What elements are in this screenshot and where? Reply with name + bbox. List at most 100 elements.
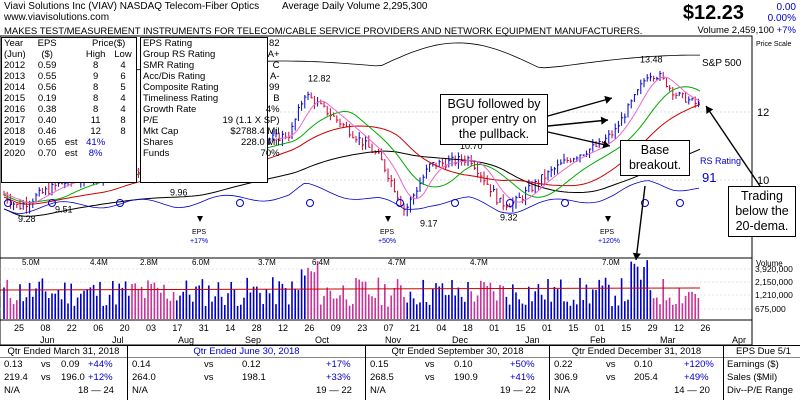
quarter-title: Qtr Ended March 31, 2018 [0,346,127,358]
volume-bar [492,291,495,319]
event-marker [451,199,459,207]
volume-annotation: 4.7M [388,258,406,267]
rs-line [3,180,700,215]
company-website[interactable]: www.viavisolutions.com [4,12,110,23]
volume-bar [470,291,472,319]
volume-bar [307,267,309,319]
volume-bar [240,304,242,319]
volume-bar [579,277,581,319]
volume-bar [422,279,424,319]
volume-bar [412,298,415,319]
volume-bar [300,269,303,319]
volume-bar [147,280,149,319]
quarter-sales-value: 205.4 [634,372,658,383]
arrow-bgu-1 [547,97,613,117]
volume-bar [598,279,600,319]
volume-bar [486,285,488,319]
volume-bar [428,304,431,319]
volume-bar [38,281,40,319]
date-label: 12 [278,323,288,333]
volume-bar [22,301,24,319]
date-label: 23 [357,323,367,333]
volume-bar [521,303,524,319]
volume-bar [262,303,264,319]
volume-bar [131,284,133,319]
volume-bar [92,284,95,319]
callout-base: Base breakout. [620,140,690,176]
volume-value: Volume 2,459,100 [697,25,775,36]
price-scale-label: Price Scale [756,41,792,48]
volume-bar [105,305,108,319]
volume-bar [684,296,687,319]
date-label: 21 [410,323,420,333]
quarter-sales-value: +33% [326,372,351,383]
volume-bar [569,305,572,319]
event-marker [48,199,56,207]
price-axis-label: 12 [757,107,769,119]
month-label: Dec [452,335,469,345]
volume-bar [208,285,210,319]
volume-bar [355,277,357,319]
eps-subheader-period: (Jun) [4,49,26,60]
volume-bar [630,261,632,319]
volume-bar [691,291,693,319]
volume-bar [272,277,274,319]
quarter-sales-value: 198.1 [242,372,266,383]
rating-row: Acc/Dis Rating A- [141,71,282,82]
rating-value: 19 (1.1 X SP) [222,115,280,126]
quarter-eps-row: 0.14 vs 0.12 +17% [128,358,365,371]
eps-cell: 8 [92,93,99,104]
eps-marker-arrow [605,216,611,222]
rating-row: Growth Rate 4% [141,104,282,115]
eps-marker-arrow [385,216,391,222]
event-marker [561,199,569,207]
eps-cell: 6 [120,71,126,82]
volume-bar [646,260,648,319]
volume-tick: 675,000 [755,304,786,314]
rating-value: 228.0 Mil [240,137,280,148]
eps-row: 2013 0.55 9 6 [2,71,136,82]
date-label: 12 [674,323,684,333]
volume-bar [588,303,591,319]
rating-row: Timeliness Rating B [141,93,282,104]
volume-bar [134,283,136,319]
volume-bar [572,299,575,319]
volume-bar [169,300,172,319]
volume-bar [80,293,82,319]
date-label: 01 [542,323,552,333]
volume-bar [368,294,370,319]
quarter-title: Qtr Ended September 30, 2018 [366,346,549,358]
volume-bar [192,301,194,319]
eps-cell [61,104,81,115]
eps-due-title: EPS Due 5/1 [724,346,800,358]
volume-bar [281,283,284,319]
volume-tick: 2,150,000 [755,277,793,287]
quarter-eps-value: +50% [510,359,535,370]
volume-panel [0,257,753,321]
volume-bar [544,299,546,319]
volume-bar [396,279,399,319]
rating-value: 70% [260,148,280,159]
rating-label: Timeliness Rating [143,93,219,104]
volume-bar [339,295,341,319]
quarter-eps-value: vs [41,359,51,370]
volume-bar [604,277,607,319]
eps-cell: 41% [86,137,106,148]
arrow-bgu-1-head [604,95,612,104]
volume-bar [156,287,159,319]
volume-bar [224,305,226,319]
quarter-eps-value: vs [606,359,616,370]
date-label: 17 [172,323,182,333]
eps-cell: 0.40 [37,115,57,126]
quarter-sales-value: +49% [684,372,709,383]
rating-label: Growth Rate [143,104,197,115]
volume-bar [195,286,197,319]
rating-label: P/E [143,115,159,126]
volume-bar [57,289,60,319]
volume-bar [665,300,668,319]
volume-bar [108,294,111,319]
volume-annotation: 6.0M [192,258,210,267]
quarter-cell: Qtr Ended June 30, 2018 0.14 vs 0.12 +17% 264… [128,346,366,400]
volume-bar [380,305,383,319]
volume-bar [297,290,300,319]
